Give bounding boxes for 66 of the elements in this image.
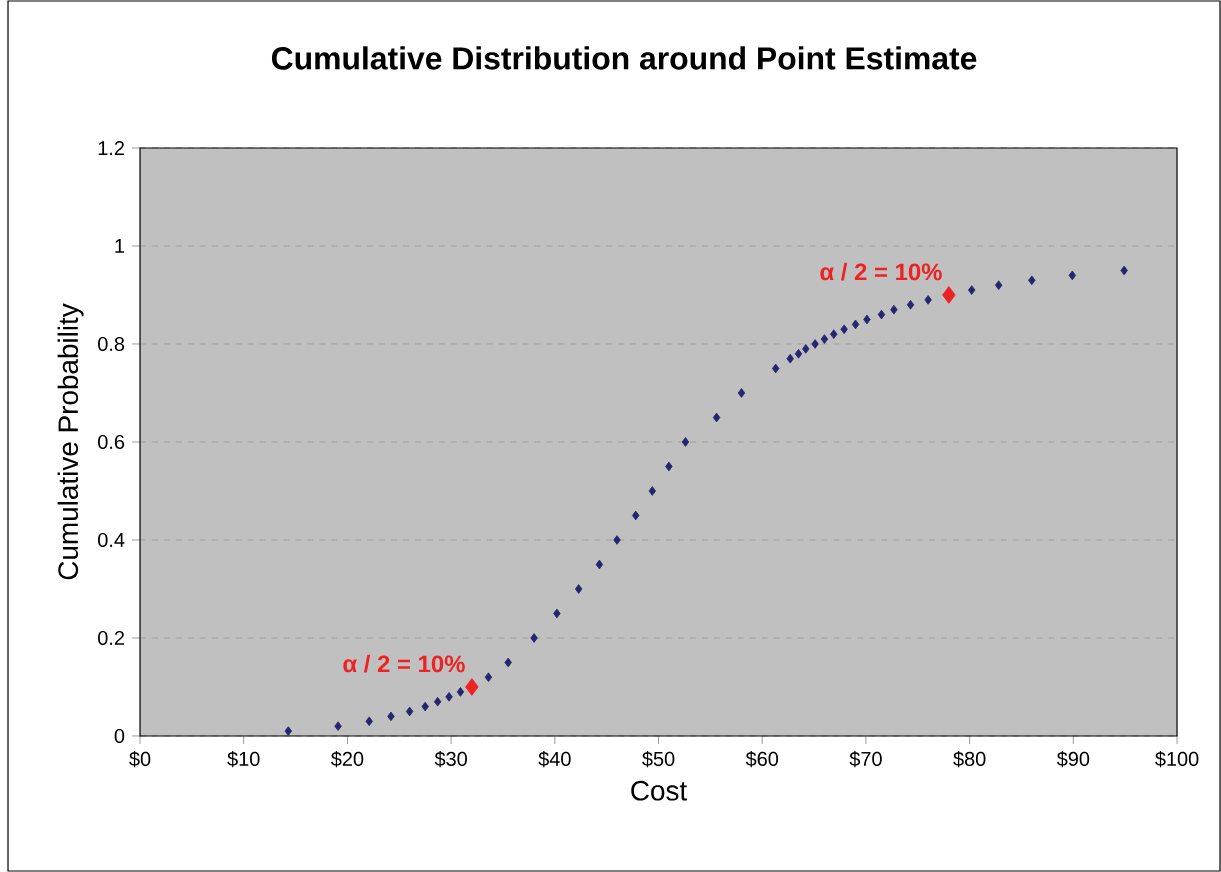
point bbox=[284, 726, 292, 736]
point bbox=[811, 339, 819, 349]
point bbox=[1120, 265, 1128, 276]
point bbox=[830, 329, 838, 339]
point bbox=[445, 691, 453, 702]
x-tick-label: $60 bbox=[745, 751, 779, 768]
point bbox=[648, 486, 656, 496]
point bbox=[802, 344, 810, 354]
point bbox=[613, 535, 621, 545]
point bbox=[405, 706, 414, 717]
point bbox=[665, 461, 673, 472]
y-axis-title: Cumulative Probability bbox=[57, 303, 84, 580]
annotation: α / 2 = 10% bbox=[820, 262, 942, 281]
y-tick-label: 1.2 bbox=[98, 141, 124, 155]
y-tick-label: 0.2 bbox=[98, 630, 124, 646]
point bbox=[942, 286, 956, 304]
point bbox=[1028, 275, 1036, 286]
point bbox=[863, 314, 871, 325]
point bbox=[712, 412, 721, 423]
point bbox=[504, 657, 512, 668]
point bbox=[530, 633, 538, 643]
x-tick-label: $30 bbox=[434, 751, 467, 768]
point bbox=[574, 584, 583, 594]
y-tick-label: 0.6 bbox=[98, 434, 125, 450]
point bbox=[433, 696, 442, 707]
x-tick-label: $70 bbox=[849, 751, 882, 768]
point bbox=[1068, 270, 1076, 281]
chart-title: Cumulative Distribution around Point Estimate bbox=[271, 46, 977, 70]
y-tick-label: 0.8 bbox=[98, 336, 125, 352]
point bbox=[794, 348, 803, 359]
y-tick-label: 0.4 bbox=[98, 532, 125, 548]
point bbox=[877, 309, 886, 320]
point bbox=[387, 711, 395, 722]
point bbox=[421, 701, 429, 712]
point bbox=[595, 559, 604, 570]
x-tick-label: $80 bbox=[953, 751, 986, 768]
point bbox=[820, 334, 829, 344]
point bbox=[890, 304, 898, 315]
point bbox=[553, 608, 561, 619]
point bbox=[737, 388, 746, 398]
x-tick-label: $100 bbox=[1155, 751, 1199, 768]
y-tick-label: 0 bbox=[114, 728, 125, 744]
point bbox=[465, 678, 479, 696]
point bbox=[632, 510, 640, 521]
x-tick-label: $20 bbox=[331, 751, 364, 768]
point bbox=[786, 353, 794, 364]
point bbox=[994, 280, 1003, 290]
x-tick-label: $40 bbox=[538, 751, 571, 768]
point bbox=[924, 295, 932, 305]
point bbox=[772, 363, 780, 374]
y-tick-label: 1 bbox=[115, 239, 125, 253]
point bbox=[456, 687, 465, 697]
x-tick-label: $0 bbox=[129, 751, 151, 768]
x-tick-label: $50 bbox=[642, 751, 675, 768]
point bbox=[967, 285, 976, 295]
point bbox=[681, 437, 690, 447]
point bbox=[334, 721, 342, 731]
x-tick-label: $10 bbox=[227, 751, 260, 768]
annotation: α / 2 = 10% bbox=[343, 654, 465, 673]
point bbox=[484, 672, 493, 682]
point bbox=[365, 716, 373, 727]
point bbox=[851, 319, 860, 330]
point bbox=[840, 324, 848, 335]
point bbox=[906, 299, 915, 310]
x-axis-title: Cost bbox=[631, 780, 687, 801]
x-tick-label: $90 bbox=[1056, 751, 1090, 768]
